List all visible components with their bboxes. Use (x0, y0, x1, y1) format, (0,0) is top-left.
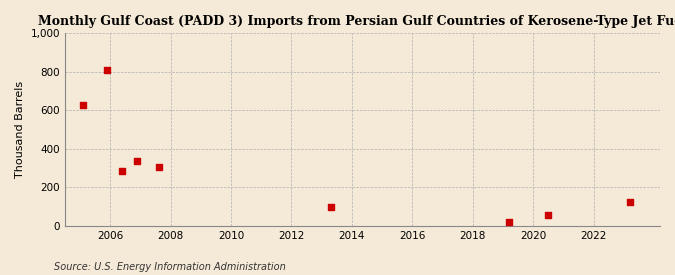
Y-axis label: Thousand Barrels: Thousand Barrels (15, 81, 25, 178)
Point (325, 204, 336, 209)
Point (102, 68, 113, 72)
Point (78, 102, 88, 107)
Point (504, 220, 514, 224)
Point (117, 169, 128, 173)
Point (543, 213, 554, 218)
Text: Source: U.S. Energy Information Administration: Source: U.S. Energy Information Administ… (54, 262, 286, 272)
Point (624, 200, 635, 204)
Title: Monthly Gulf Coast (PADD 3) Imports from Persian Gulf Countries of Kerosene-Type: Monthly Gulf Coast (PADD 3) Imports from… (38, 15, 675, 28)
Point (132, 159, 143, 164)
Point (153, 165, 164, 169)
